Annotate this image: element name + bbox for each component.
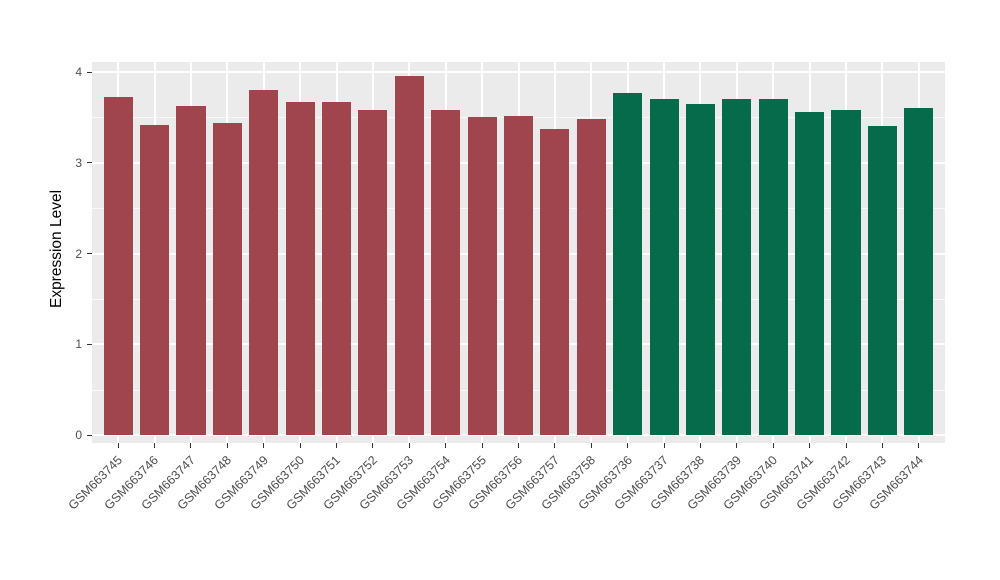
bar-GSM663736 xyxy=(613,92,643,435)
x-tick-mark xyxy=(663,443,665,448)
x-tick-mark xyxy=(154,443,156,448)
y-tick-mark xyxy=(87,162,92,164)
y-tick-mark xyxy=(87,71,92,73)
bar-GSM663748 xyxy=(212,122,242,435)
x-tick-mark xyxy=(299,443,301,448)
bar-GSM663739 xyxy=(722,99,752,435)
x-tick-mark xyxy=(481,443,483,448)
y-tick-mark xyxy=(87,253,92,254)
x-tick-mark xyxy=(736,443,738,448)
bar-GSM663756 xyxy=(503,115,534,435)
bar-GSM663737 xyxy=(649,99,679,435)
bar-GSM663754 xyxy=(431,110,461,435)
y-tick-mark xyxy=(87,434,92,436)
bar-GSM663745 xyxy=(103,97,133,435)
bar-GSM663743 xyxy=(867,126,897,435)
y-axis-title: Expression Level xyxy=(48,189,65,308)
x-tick-mark xyxy=(226,443,228,448)
x-tick-mark xyxy=(809,443,811,448)
x-tick-mark xyxy=(372,443,374,448)
x-tick-mark xyxy=(845,443,847,448)
x-tick-mark xyxy=(190,443,192,448)
bar-GSM663746 xyxy=(140,124,170,435)
x-tick-mark xyxy=(772,443,774,448)
x-tick-mark xyxy=(881,443,883,448)
y-tick-label: 4 xyxy=(75,65,82,79)
x-tick-mark xyxy=(408,443,410,448)
x-tick-mark xyxy=(445,443,447,448)
y-tick-label: 2 xyxy=(75,246,82,261)
bar-GSM663758 xyxy=(576,119,606,435)
x-tick-mark xyxy=(518,443,519,448)
x-tick-mark xyxy=(918,443,920,448)
major-gridline xyxy=(92,71,945,73)
x-tick-mark xyxy=(627,443,629,448)
x-tick-mark xyxy=(336,443,338,448)
major-gridline xyxy=(92,434,945,436)
x-tick-mark xyxy=(117,443,119,448)
bar-GSM663747 xyxy=(176,106,206,435)
bar-GSM663751 xyxy=(321,101,352,435)
x-tick-mark xyxy=(554,443,556,448)
bar-GSM663744 xyxy=(904,108,934,435)
y-tick-label: 0 xyxy=(75,428,82,442)
y-tick-label: 3 xyxy=(75,155,82,170)
bar-GSM663750 xyxy=(285,101,315,435)
y-tick-mark xyxy=(87,343,92,345)
bar-GSM663740 xyxy=(758,99,788,435)
bar-GSM663753 xyxy=(394,75,424,435)
bar-GSM663749 xyxy=(249,90,279,435)
bar-GSM663755 xyxy=(467,117,497,435)
x-tick-mark xyxy=(590,443,592,448)
x-tick-mark xyxy=(699,443,701,448)
x-tick-mark xyxy=(263,443,265,448)
bar-GSM663742 xyxy=(831,110,861,435)
bar-GSM663757 xyxy=(540,129,570,435)
y-tick-label: 1 xyxy=(75,337,82,352)
bar-GSM663741 xyxy=(795,111,825,435)
bar-GSM663738 xyxy=(685,103,715,435)
plot-panel xyxy=(92,62,945,443)
bar-GSM663752 xyxy=(358,110,388,435)
